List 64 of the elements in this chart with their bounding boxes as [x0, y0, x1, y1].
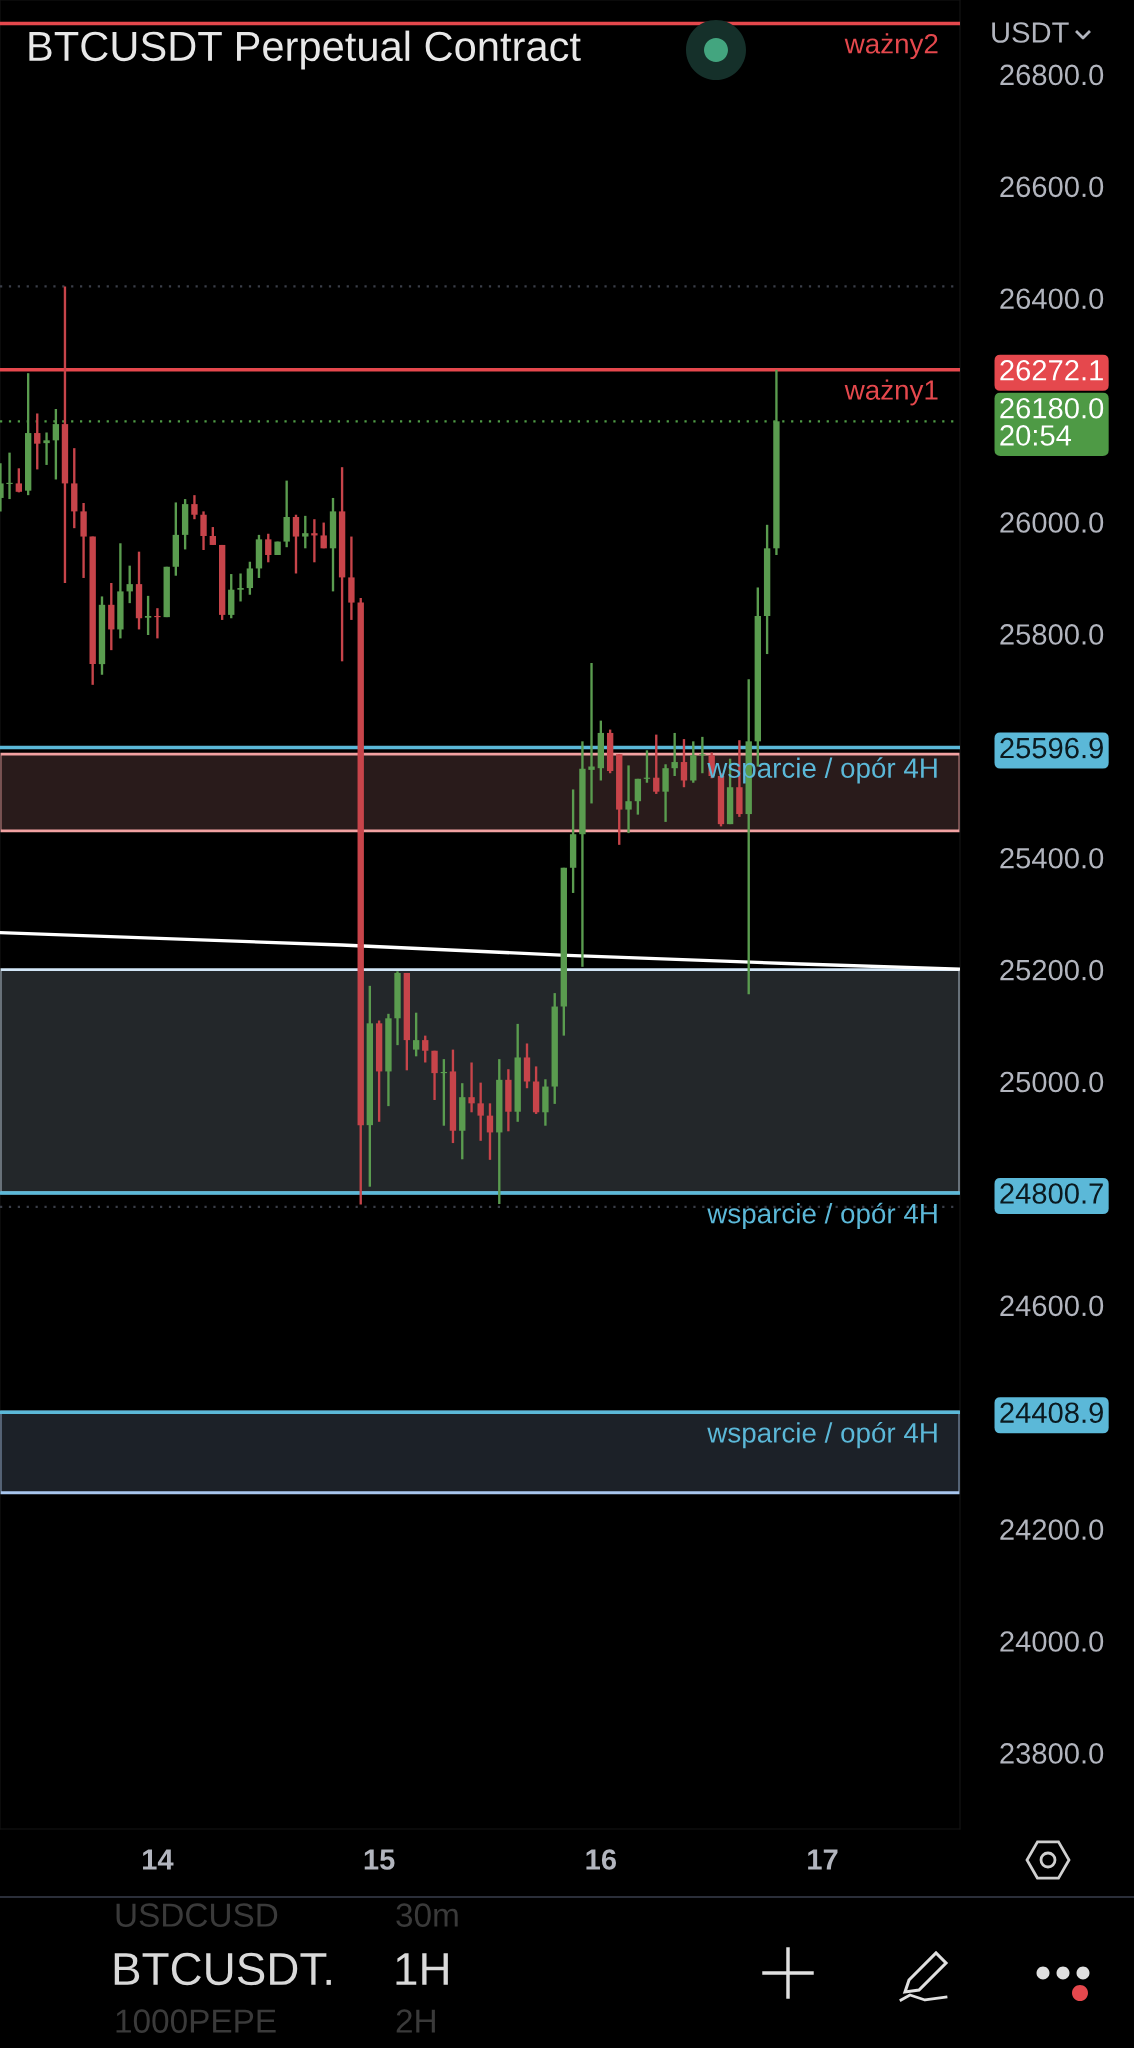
y-tick-label: 26800.0: [1000, 64, 1104, 86]
y-tick-label: 24600.0: [1000, 1295, 1104, 1317]
candlestick: [625, 764, 632, 835]
candlestick: [422, 1034, 429, 1064]
candlestick: [588, 661, 595, 805]
candlestick: [311, 518, 318, 564]
y-tick-label: 25200.0: [1000, 959, 1104, 981]
candlestick: [43, 431, 50, 467]
y-tick-label: 24408.9: [1000, 1402, 1103, 1424]
candlestick: [144, 594, 152, 637]
ref-line-label: ważny1: [844, 379, 938, 406]
candlestick: [320, 521, 327, 550]
y-axis-title: USDT: [992, 22, 1069, 43]
candlestick: [412, 1011, 420, 1058]
candlestick: [468, 1061, 475, 1114]
candlestick: [662, 763, 669, 824]
candlestick: [200, 510, 207, 552]
line-series: [0, 931, 960, 971]
y-tick-label: 24000.0: [1000, 1631, 1104, 1652]
y-tick-label: 23800.0: [1000, 1743, 1104, 1764]
ref-line-label: wsparcie / opór 4H: [707, 1421, 937, 1449]
x-tick-label: 16: [586, 1849, 616, 1870]
x-tick-label: 17: [808, 1849, 838, 1870]
candlestick: [302, 514, 309, 550]
candlestick: [486, 1102, 494, 1162]
candlestick: [634, 777, 642, 816]
y-tick-label: 25596.9: [1000, 737, 1103, 759]
y-tick-label: 26600.0: [1000, 176, 1104, 198]
y-tick-label: 24800.7: [1000, 1183, 1103, 1204]
candlestick: [34, 412, 41, 471]
text: USDCUSD: [116, 1903, 278, 1927]
y-tick-label: 25000.0: [1000, 1071, 1104, 1093]
candlestick: [126, 564, 133, 605]
candlestick: [431, 1049, 438, 1102]
candlestick: [6, 451, 13, 501]
text: 1000PEPE: [116, 2009, 276, 2033]
candlestick: [15, 467, 23, 494]
y-tick-label: 25400.0: [1000, 847, 1104, 869]
candlestick: [671, 731, 678, 778]
x-tick-label: 14: [143, 1849, 174, 1870]
text: 1H: [396, 1953, 448, 1985]
y-tick-label: 26180.0 20:54: [1000, 397, 1104, 446]
candlestick: [191, 493, 198, 521]
candlestick: [680, 737, 688, 789]
y-tick-label: 24200.0: [1000, 1519, 1104, 1540]
y-tick-label: 25800.0: [1000, 624, 1104, 645]
candlestick: [653, 733, 660, 796]
candlestick: [292, 513, 300, 575]
candlestick: [154, 606, 161, 640]
ref-line-label: ważny2: [844, 33, 938, 60]
ref-line-label: wsparcie / opór 4H: [707, 1202, 937, 1229]
text: BTCUSDT.: [114, 1952, 331, 1986]
x-tick-label: 15: [364, 1849, 395, 1870]
y-tick-label: 26272.1: [1000, 359, 1103, 381]
y-tick-label: 26000.0: [1000, 512, 1104, 533]
text: BTCUSDT Perpetual Contract: [29, 30, 581, 70]
y-tick-label: 26400.0: [1000, 288, 1104, 310]
candlestick: [477, 1081, 484, 1142]
candlestick: [699, 735, 706, 775]
candlestick: [237, 572, 244, 603]
candlestick: [265, 532, 272, 564]
text: 2H: [396, 2009, 435, 2033]
text: 30m: [396, 1903, 458, 1927]
candlestick: [246, 560, 254, 596]
